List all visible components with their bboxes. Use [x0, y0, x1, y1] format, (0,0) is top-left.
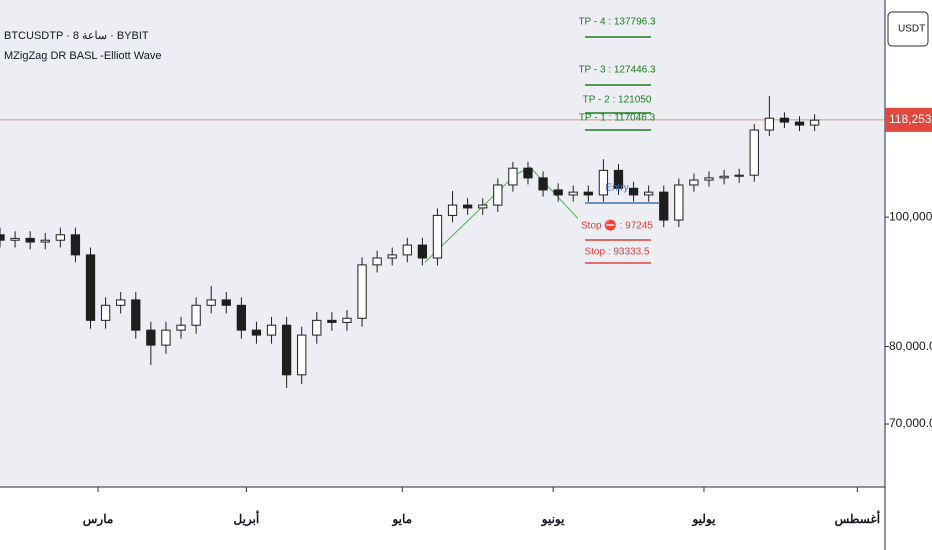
candle-body [146, 329, 156, 346]
candle-body [40, 239, 50, 243]
annotation-label: TP - 1 : 117046.3 [579, 113, 656, 124]
candle-body [553, 189, 563, 196]
candle-body [402, 244, 412, 256]
y-tick-label: 70,000.0 [889, 416, 932, 430]
annotation-label: TP - 4 : 137796.3 [578, 17, 656, 28]
candle-body [251, 329, 262, 336]
candle-body [0, 234, 5, 241]
currency[interactable]: USDT [898, 24, 925, 35]
candle-body [462, 204, 473, 209]
symbol-line: BTCUSDTP · 8 ساعة · BYBIT [4, 30, 149, 42]
candle-body [734, 174, 744, 177]
y-tick-label: 100,000.0 [889, 209, 932, 223]
candle-body [342, 317, 352, 323]
x-tick-label: مايو [391, 512, 412, 527]
candle-body [206, 299, 216, 306]
candle-body [644, 191, 654, 196]
candle-body [523, 167, 533, 179]
last-price-tag [885, 107, 932, 132]
candle-body [357, 264, 367, 319]
candle-body [809, 119, 820, 126]
x-tick-label: أغسطس [835, 511, 880, 527]
candle-body [478, 204, 488, 209]
candle-body [568, 191, 578, 196]
candle-body [100, 304, 111, 321]
candle-body [447, 204, 458, 216]
candle-body [749, 129, 759, 176]
candle-body [372, 257, 382, 266]
candle-body [432, 214, 443, 259]
candle-body [704, 177, 714, 181]
annotation-label: Stop ⛔ : 97245 [581, 219, 653, 232]
candle-body [674, 184, 684, 221]
candle-body [191, 304, 201, 326]
x-tick-label: مارس [83, 512, 114, 527]
candle-body [493, 184, 503, 206]
candle-body [764, 117, 774, 131]
candle-body [281, 324, 292, 376]
last-price-label: 118,253.7 [889, 112, 932, 126]
candle-body [266, 324, 277, 336]
candle-body [387, 254, 397, 259]
candle-body [598, 169, 609, 196]
candle-body [583, 191, 593, 196]
candle-body [613, 169, 624, 189]
indicator-line: MZigZag DR BASL -Elliott Wave [4, 50, 162, 62]
candle-body [236, 304, 247, 331]
annotation-label: TP - 3 : 127446.3 [578, 65, 656, 76]
candle-body [10, 237, 20, 241]
candle-body [297, 334, 307, 376]
candle-body [689, 179, 699, 186]
candle-body [131, 299, 141, 331]
x-tick-label: يوليو [691, 512, 716, 527]
candle-body [312, 319, 322, 336]
y-tick-label: 80,000.0 [889, 339, 932, 353]
candle-body [659, 191, 669, 221]
currency-box[interactable] [887, 11, 929, 47]
annotation-label: Stop : 93333.5 [584, 247, 649, 258]
x-tick-label: يونيو [541, 512, 565, 527]
candle-body [719, 175, 729, 179]
annotation-label: Entry [605, 183, 628, 194]
candle-body [538, 177, 548, 191]
candle-body [327, 319, 337, 323]
candle-body [794, 121, 805, 126]
candle-body [161, 329, 171, 346]
candle-body [85, 254, 96, 321]
candle-body [417, 244, 428, 259]
candle-body [779, 117, 790, 123]
candle-body [221, 299, 231, 306]
annotation-label: TP - 2 : 121050 [583, 95, 652, 106]
plot-background [0, 0, 885, 487]
candle-body [116, 299, 126, 306]
candle-body [628, 187, 639, 196]
candle-body [25, 237, 35, 243]
candle-body [508, 167, 518, 186]
candle-body [176, 324, 186, 331]
candle-body [55, 234, 65, 241]
x-tick-label: أبريل [234, 511, 260, 527]
candle-body [70, 234, 81, 256]
